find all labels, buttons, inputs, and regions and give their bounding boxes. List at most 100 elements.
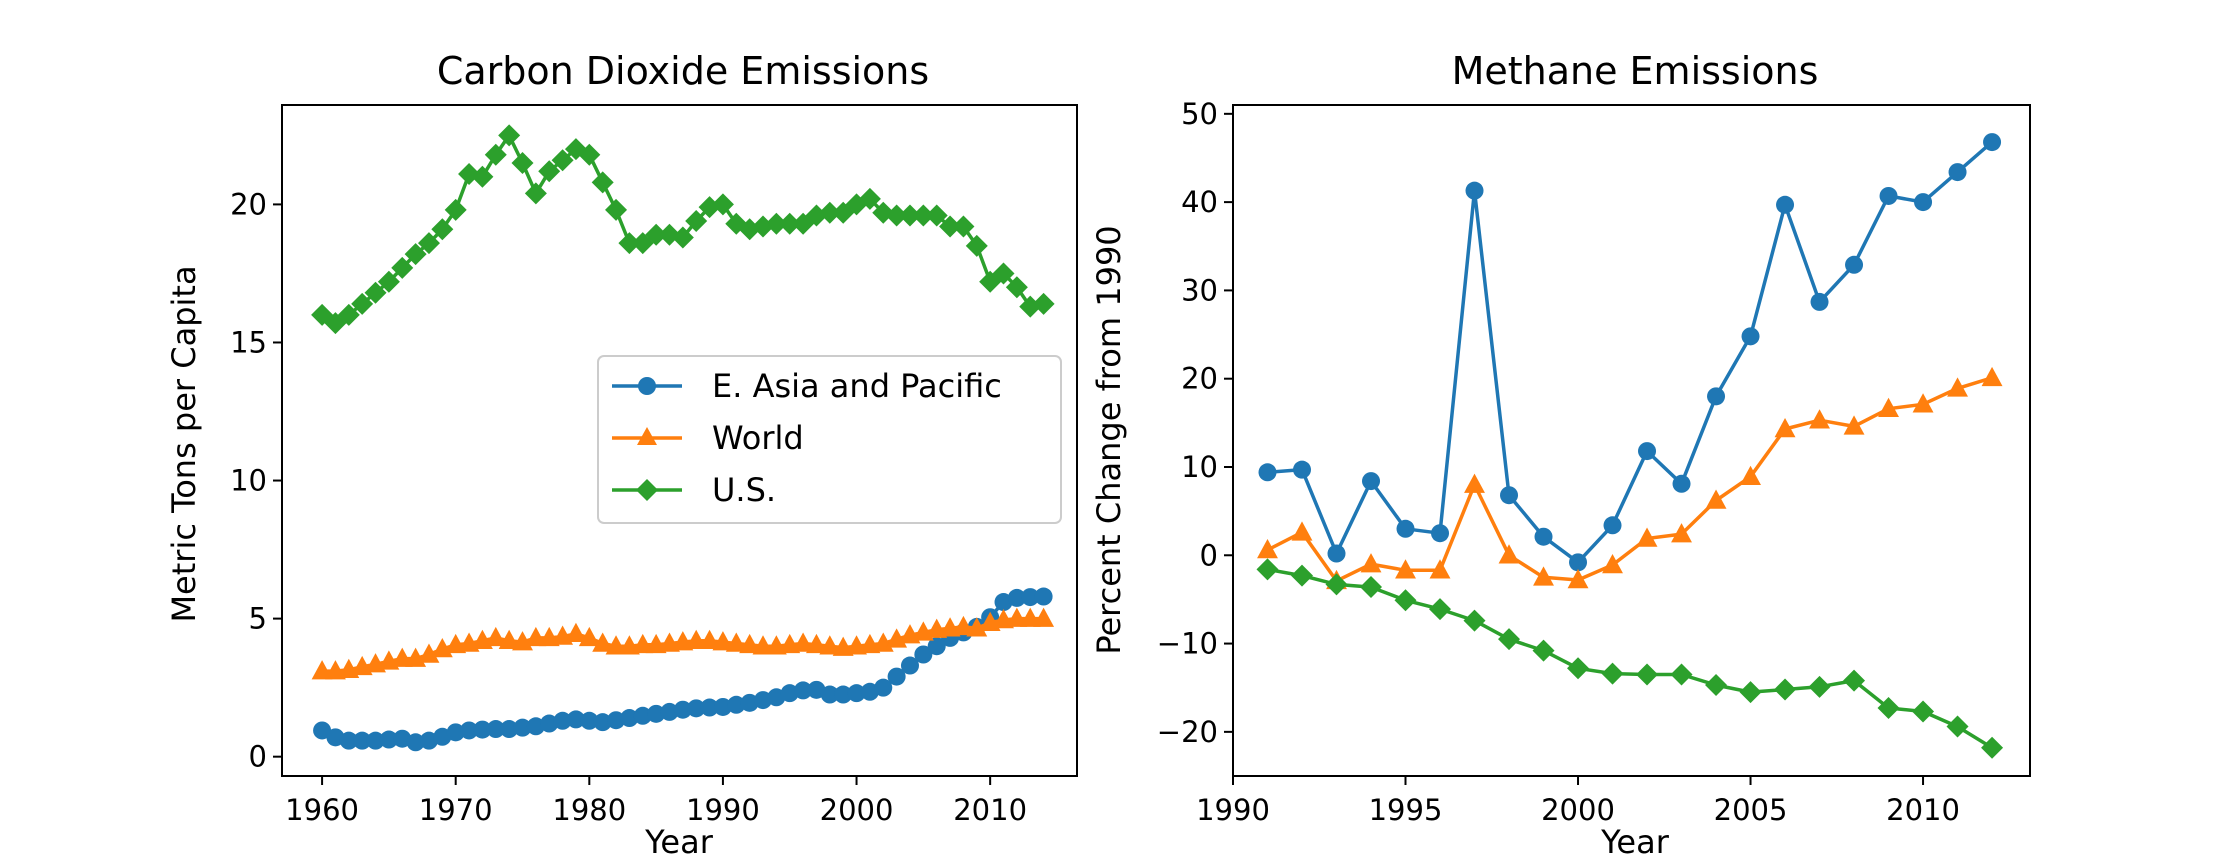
methane-u-s-point [1808, 675, 1831, 698]
co2-world-point [752, 635, 774, 655]
co2-e-asia-and-pacific-point [1034, 587, 1053, 606]
co2-u-s-point [578, 143, 601, 166]
co2-e-asia-and-pacific-point [593, 713, 612, 732]
methane-u-s-point [1877, 697, 1900, 720]
co2-world-point [525, 626, 547, 647]
methane-e-asia-and-pacific-point [1500, 486, 1519, 505]
co2-world-point [578, 626, 600, 647]
co2-e-asia-and-pacific-point [446, 723, 465, 742]
methane-u-s-point [1946, 715, 1969, 738]
methane-e-asia-and-pacific-point [1741, 327, 1760, 346]
methane-e-asia-and-pacific-point [1293, 460, 1312, 479]
co2-u-s-point [1005, 276, 1028, 299]
methane-chart-title: Methane Emissions [1452, 49, 1819, 93]
methane-e-asia-and-pacific-point [1810, 292, 1829, 311]
co2-world-point [391, 647, 413, 667]
co2-world-point [1019, 607, 1041, 627]
co2-u-s-point [404, 243, 427, 266]
methane-u-s-point [1843, 669, 1866, 692]
co2-e-asia-and-pacific-point [660, 702, 679, 721]
co2-series [311, 124, 1055, 752]
co2-e-asia-and-pacific-point [740, 693, 759, 712]
co2-e-asia-and-pacific-point [313, 721, 332, 740]
co2-e-asia-and-pacific-point [914, 645, 933, 664]
methane-e-asia-and-pacific-point [1258, 463, 1277, 482]
methane-world-point [1671, 523, 1692, 543]
methane-y-tick-label: 20 [1181, 362, 1218, 396]
methane-series-world [1257, 366, 2003, 590]
co2-y-tick-label: 20 [230, 187, 267, 221]
methane-u-s-point [1567, 657, 1590, 680]
co2-e-asia-and-pacific-point [379, 730, 398, 749]
methane-x-tick-label: 2000 [1541, 793, 1615, 827]
co2-u-s-point [444, 198, 467, 221]
methane-world-point [1360, 553, 1382, 573]
methane-world-point [1947, 377, 1968, 397]
co2-u-s-point [431, 218, 454, 241]
co2-u-s-point [364, 281, 387, 304]
methane-world-point [1843, 415, 1865, 435]
methane-world-point [1740, 465, 1761, 485]
co2-x-tick-label: 1970 [419, 793, 493, 827]
co2-x-tick-label: 1980 [552, 793, 626, 827]
legend-marker-circle [638, 377, 656, 395]
methane-u-s-point [1601, 662, 1624, 685]
legend-label-east-asia: E. Asia and Pacific [712, 367, 1002, 405]
co2-u-s-point [952, 215, 975, 238]
co2-world-point [952, 615, 974, 636]
co2-e-asia-and-pacific-point [633, 706, 652, 725]
co2-u-s-point [765, 212, 788, 235]
co2-e-asia-and-pacific-point [500, 720, 519, 739]
methane-e-asia-and-pacific-point [1431, 524, 1450, 543]
co2-u-s-point [671, 226, 694, 249]
methane-e-asia-and-pacific-point [1948, 163, 1967, 182]
co2-y-axis-label: Metric Tons per Capita [165, 265, 203, 622]
co2-plot-frame [281, 104, 1078, 777]
methane-u-s-point [1981, 736, 2004, 759]
methane-u-s-point [1429, 598, 1452, 621]
co2-y-tick-label: 15 [230, 325, 267, 359]
co2-e-asia-and-pacific-point [673, 700, 692, 719]
co2-x-tick-label: 1990 [686, 793, 760, 827]
co2-chart-title: Carbon Dioxide Emissions [437, 49, 929, 93]
legend-marker-triangle [637, 427, 657, 445]
co2-e-asia-and-pacific-point [820, 685, 839, 704]
co2-world-point [819, 635, 841, 655]
methane-y-ticks: −20 −10 0 10 20 30 40 50 [1157, 97, 1233, 749]
co2-e-asia-and-pacific-point [460, 721, 479, 740]
co2-u-s-point [618, 232, 641, 255]
co2-e-asia-and-pacific-point [927, 637, 946, 656]
co2-e-asia-and-pacific-point [486, 720, 505, 739]
methane-e-asia-and-pacific-line [1267, 140, 1994, 565]
co2-e-asia-and-pacific-point [874, 678, 893, 697]
co2-world-point [565, 622, 587, 643]
methane-e-asia-and-pacific-point [1569, 553, 1588, 572]
co2-e-asia-and-pacific-point [794, 681, 813, 700]
methane-y-tick-label: 40 [1181, 185, 1218, 219]
co2-world-point [806, 633, 827, 654]
methane-world-point [1291, 521, 1313, 541]
co2-u-s-point [484, 143, 507, 166]
co2-x-ticks: 1960 1970 1980 1990 2000 2010 [285, 776, 1027, 827]
co2-e-asia-and-pacific-point [620, 709, 639, 728]
methane-u-s-point [1912, 700, 1935, 723]
methane-world-point [1498, 544, 1520, 564]
co2-y-tick-label: 10 [230, 464, 267, 498]
co2-e-asia-and-pacific-point [1021, 588, 1040, 607]
co2-u-s-point [898, 204, 921, 227]
methane-world-point [1809, 409, 1830, 429]
methane-world-point [1602, 553, 1623, 574]
co2-u-s-point [337, 303, 360, 326]
co2-e-asia-and-pacific-point [727, 695, 746, 714]
co2-e-asia-and-pacific-point [513, 718, 532, 737]
methane-world-point [1395, 559, 1416, 579]
methane-y-axis-label: Percent Change from 1990 [1090, 225, 1128, 654]
methane-u-s-point [1291, 564, 1314, 587]
co2-u-s-point [685, 209, 708, 232]
co2-u-s-point [417, 232, 440, 255]
co2-world-point [725, 632, 747, 652]
co2-e-asia-and-pacific-point [526, 717, 545, 736]
co2-e-asia-and-pacific-point [780, 684, 799, 703]
legend-frame [597, 355, 1062, 524]
methane-world-point [1912, 393, 1934, 413]
